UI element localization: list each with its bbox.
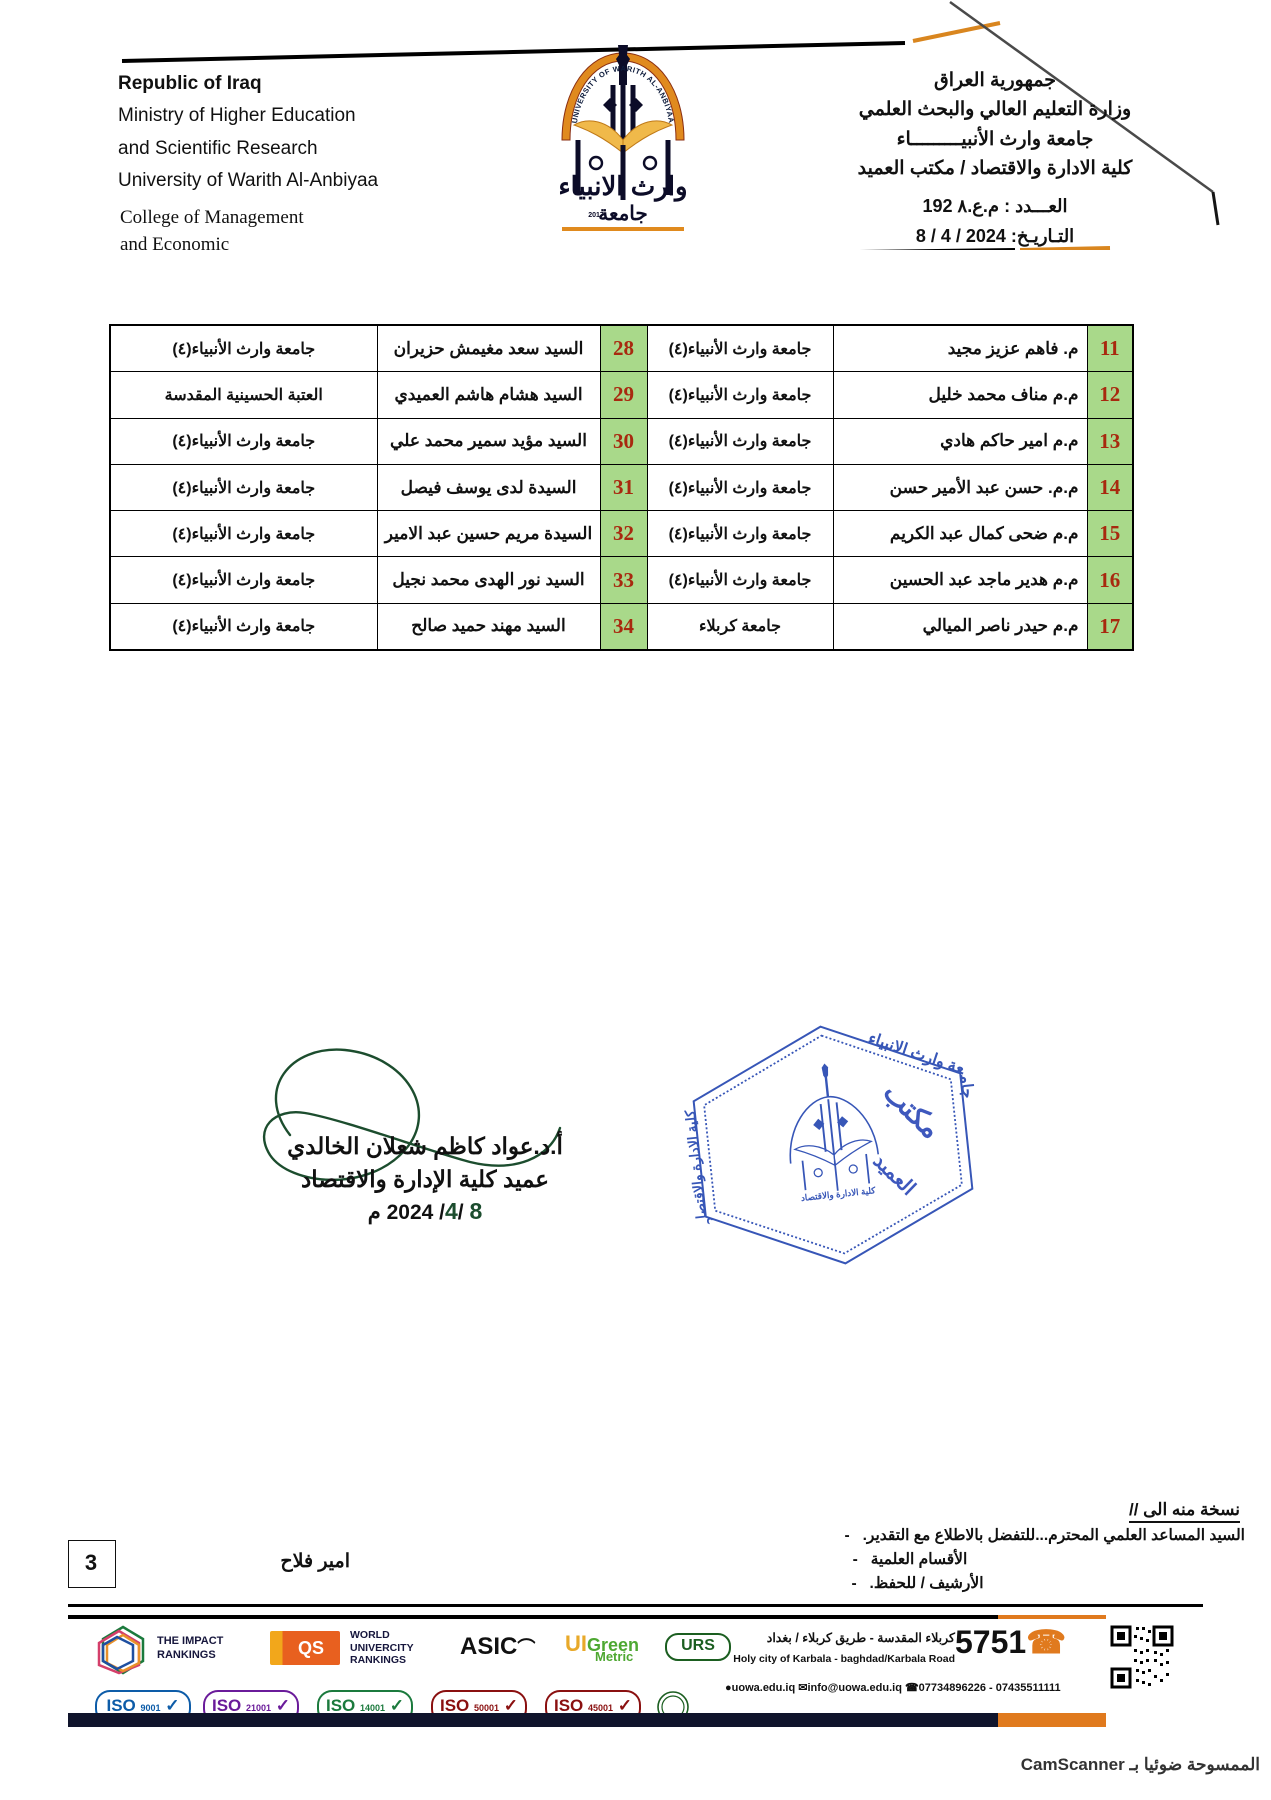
svg-text:كلية الادارة والاقتصاد: كلية الادارة والاقتصاد — [800, 1185, 876, 1204]
svg-text:جامعة: جامعة — [598, 203, 648, 225]
svg-text:2017: 2017 — [588, 212, 604, 219]
svg-text:العميد: العميد — [869, 1150, 920, 1200]
svg-text:وارث الانبياء: وارث الانبياء — [558, 171, 687, 202]
svg-text:مكتب: مكتب — [877, 1076, 946, 1144]
